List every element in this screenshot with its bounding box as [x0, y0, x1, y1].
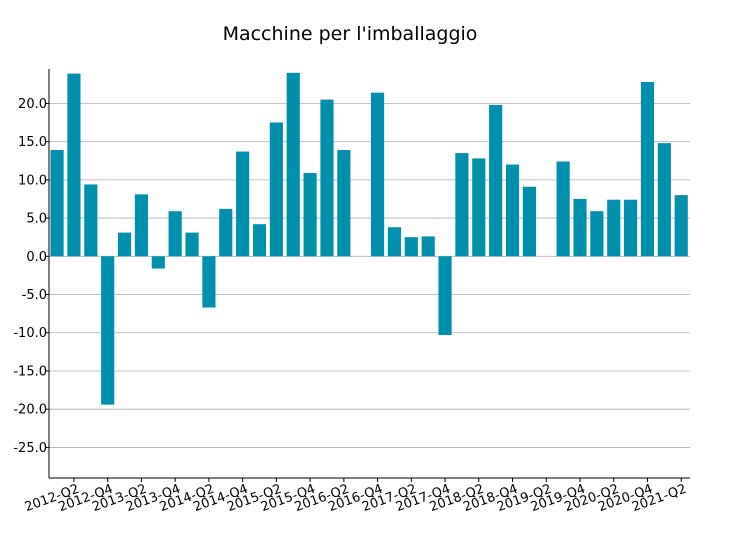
chart-title: Macchine per l'imballaggio — [223, 23, 478, 45]
bar — [67, 73, 81, 257]
bar — [624, 199, 638, 257]
bar — [303, 172, 317, 257]
bar — [674, 195, 688, 257]
y-tick-label: -15.0 — [13, 364, 47, 379]
bar — [505, 164, 520, 257]
bar — [151, 256, 165, 269]
bar — [657, 143, 671, 257]
bar — [573, 198, 587, 257]
y-tick-label: 20.0 — [18, 97, 47, 112]
y-axis-ticks: -25.0 -20.0 -15.0 -10.0 -5.0 0.0 5.0 10.0 15.0 20… — [13, 97, 49, 456]
y-tick-label: 10.0 — [18, 173, 47, 188]
bar — [455, 153, 469, 257]
bar — [50, 150, 64, 257]
y-tick-label: 5.0 — [26, 212, 47, 227]
bar — [371, 92, 385, 257]
bar — [489, 104, 503, 257]
bar — [337, 150, 351, 257]
bar — [202, 256, 216, 308]
bar — [134, 194, 148, 257]
bar — [252, 224, 267, 257]
bar — [84, 184, 98, 257]
bars — [50, 72, 688, 405]
bar — [421, 236, 435, 257]
bar — [387, 227, 402, 257]
bar — [640, 81, 655, 257]
bar — [286, 72, 300, 257]
bar — [590, 211, 604, 257]
y-tick-label: -10.0 — [13, 326, 47, 341]
y-tick-label: -25.0 — [13, 441, 47, 456]
bar — [236, 151, 250, 257]
y-tick-label: -20.0 — [13, 403, 47, 418]
bar — [522, 186, 536, 257]
y-tick-label: -5.0 — [22, 288, 47, 303]
axes — [48, 69, 690, 479]
x-axis-ticks: 2012-Q22012-Q42013-Q22013-Q42014-Q22014-… — [23, 478, 689, 515]
bar — [269, 122, 283, 257]
bar — [101, 256, 115, 405]
bar — [117, 232, 132, 257]
y-tick-label: 15.0 — [18, 135, 47, 150]
bar — [219, 208, 233, 257]
bar — [472, 158, 486, 257]
bar — [404, 237, 418, 257]
grid — [49, 103, 690, 448]
bar — [438, 256, 452, 336]
bar — [185, 232, 199, 257]
bar — [556, 161, 570, 257]
bar — [320, 99, 334, 257]
bar — [607, 199, 621, 257]
bar — [168, 211, 182, 257]
y-tick-label: 0.0 — [26, 250, 47, 265]
